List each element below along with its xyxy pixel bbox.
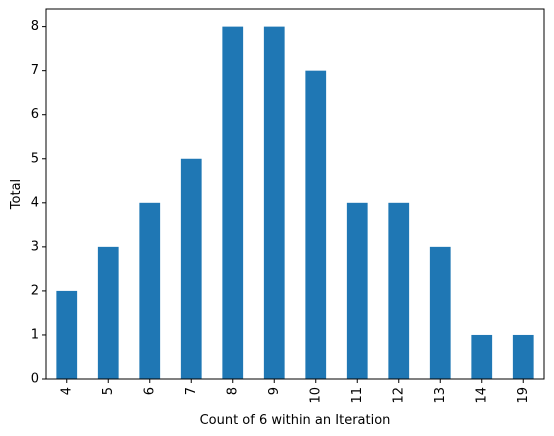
x-tick-label: 13 bbox=[433, 387, 448, 404]
y-tick-label: 7 bbox=[31, 63, 39, 78]
bar-19 bbox=[513, 335, 534, 379]
bars-group bbox=[56, 27, 533, 379]
x-axis-ticks: 4 5 6 7 8 9 10 11 12 13 14 19 bbox=[59, 379, 531, 404]
x-tick-label: 10 bbox=[308, 387, 323, 404]
x-tick-label: 11 bbox=[350, 387, 365, 404]
x-tick-label: 12 bbox=[391, 387, 406, 404]
x-tick-label: 5 bbox=[101, 387, 116, 395]
y-tick-label: 5 bbox=[31, 151, 39, 166]
plot-frame bbox=[46, 9, 544, 379]
bar-8 bbox=[222, 27, 243, 379]
y-tick-label: 1 bbox=[31, 327, 39, 342]
x-axis-label: Count of 6 within an Iteration bbox=[200, 413, 391, 428]
x-tick-label: 14 bbox=[474, 387, 489, 404]
bar-4 bbox=[56, 291, 77, 379]
y-tick-label: 6 bbox=[31, 107, 39, 122]
x-tick-label: 8 bbox=[225, 387, 240, 395]
bar-11 bbox=[347, 203, 368, 379]
bar-9 bbox=[264, 27, 285, 379]
x-tick-label: 6 bbox=[142, 387, 157, 395]
bar-10 bbox=[305, 71, 326, 379]
x-tick-label: 7 bbox=[184, 387, 199, 395]
bar-12 bbox=[388, 203, 409, 379]
x-tick-label: 9 bbox=[267, 387, 282, 395]
bar-7 bbox=[181, 159, 202, 379]
bar-13 bbox=[430, 247, 451, 379]
bar-6 bbox=[139, 203, 160, 379]
bar-5 bbox=[98, 247, 119, 379]
y-tick-label: 4 bbox=[31, 195, 39, 210]
y-tick-label: 8 bbox=[31, 19, 39, 34]
y-axis-label: Total bbox=[9, 179, 24, 210]
y-tick-label: 3 bbox=[31, 239, 39, 254]
y-axis-ticks: 0 1 2 3 4 5 6 7 8 bbox=[31, 19, 46, 386]
y-tick-label: 0 bbox=[31, 372, 39, 387]
bar-14 bbox=[471, 335, 492, 379]
y-tick-label: 2 bbox=[31, 283, 39, 298]
x-tick-label: 19 bbox=[516, 387, 531, 404]
x-tick-label: 4 bbox=[59, 387, 74, 395]
